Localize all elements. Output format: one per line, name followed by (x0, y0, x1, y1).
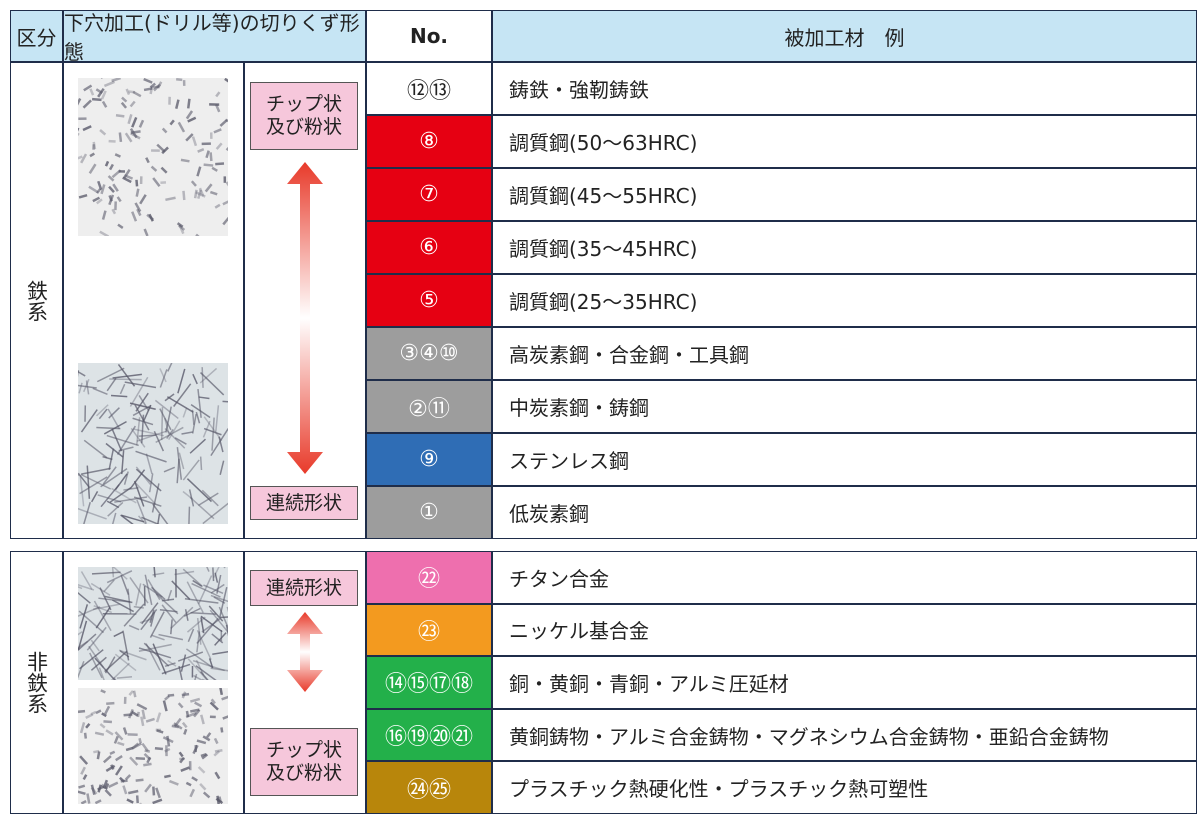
chip-form-label: 連続形状 (250, 570, 358, 606)
chip-photo (78, 78, 228, 236)
chip-form-label: チップ状 及び粉状 (250, 82, 358, 150)
header-chip-form: 下穴加工(ドリル等)の切りくず形態 (63, 10, 366, 64)
no-cell: ㉔㉕ (366, 761, 492, 814)
material-cell: チタン合金 (492, 551, 1197, 604)
material-cell: 銅・黄銅・青銅・アルミ圧延材 (492, 656, 1197, 709)
material-cell: プラスチック熱硬化性・プラスチック熱可塑性 (492, 761, 1197, 814)
chip-form-label: 連続形状 (250, 486, 358, 520)
material-cell: 黄銅鋳物・アルミ合金鋳物・マグネシウム合金鋳物・亜鉛合金鋳物 (492, 708, 1197, 762)
material-cell: 調質鋼(50～63HRC) (492, 115, 1197, 168)
chip-photo (78, 688, 228, 804)
no-cell: ⑫⑬ (366, 62, 492, 115)
material-cell: 高炭素鋼・合金鋼・工具鋼 (492, 327, 1197, 380)
header-material: 被加工材 例 (492, 10, 1197, 62)
material-cell: 調質鋼(45～55HRC) (492, 168, 1197, 221)
chip-form-label: チップ状 及び粉状 (250, 728, 358, 796)
no-cell: ⑭⑮⑰⑱ (366, 656, 492, 709)
no-cell: ③④⑩ (366, 327, 492, 380)
material-cell: 中炭素鋼・鋳鋼 (492, 380, 1197, 433)
no-cell: ②⑪ (366, 380, 492, 433)
no-cell: ⑤ (366, 274, 492, 327)
label-line: 連続形状 (265, 576, 342, 599)
material-cell: ステンレス鋼 (492, 433, 1197, 486)
label-line: 連続形状 (265, 491, 342, 514)
no-cell: ㉓ (366, 603, 492, 657)
header-category: 区分 (10, 10, 63, 62)
no-cell: ⑥ (366, 221, 492, 274)
no-cell: ① (366, 486, 492, 539)
label-line: チップ状 (265, 93, 342, 116)
form-cell (244, 62, 366, 539)
photo-cell (63, 62, 244, 539)
no-cell: ⑨ (366, 433, 492, 486)
category: 鉄系 (10, 62, 63, 539)
label-line: 及び粉状 (265, 762, 342, 784)
material-cell: 調質鋼(35～45HRC) (492, 221, 1197, 274)
material-cell: 鋳鉄・強靭鋳鉄 (492, 62, 1197, 115)
no-cell: ㉒ (366, 551, 492, 604)
arrow (287, 162, 323, 474)
arrow (287, 612, 323, 692)
no-cell: ⑧ (366, 115, 492, 168)
header-no: No. (366, 10, 492, 62)
label-line: チップ状 (265, 739, 342, 762)
chip-photo (78, 567, 228, 680)
chip-photo (78, 363, 228, 524)
material-cell: ニッケル基合金 (492, 603, 1197, 657)
material-cell: 調質鋼(25～35HRC) (492, 274, 1197, 327)
no-cell: ⑦ (366, 168, 492, 221)
category: 非鉄系 (10, 551, 63, 814)
material-cell: 低炭素鋼 (492, 486, 1197, 539)
label-line: 及び粉状 (265, 116, 342, 138)
no-cell: ⑯⑲⑳㉑ (366, 708, 492, 762)
